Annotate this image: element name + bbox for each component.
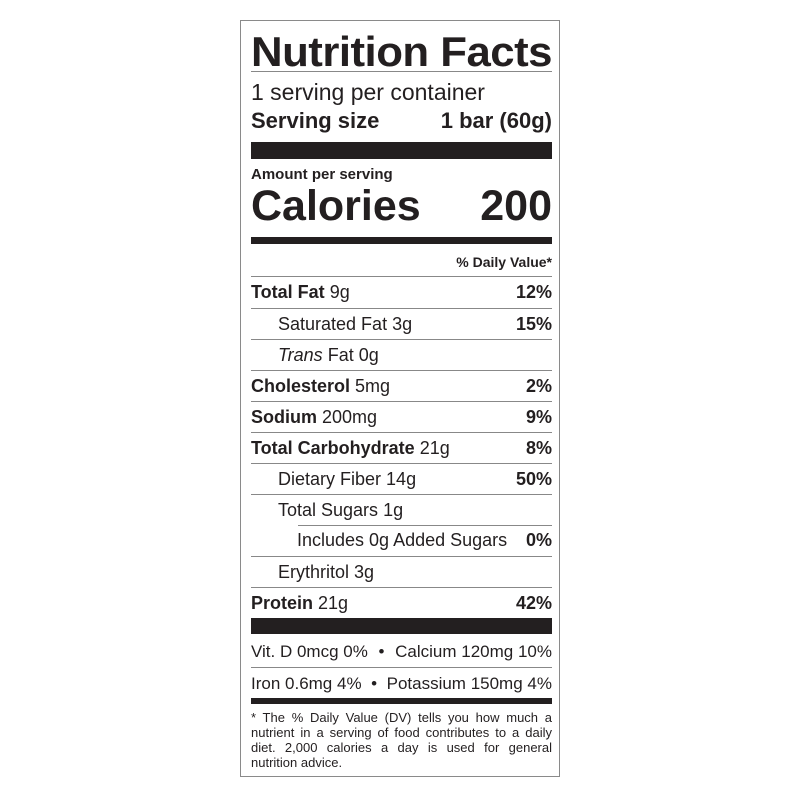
- nutrient-amount: 14g: [386, 468, 417, 489]
- nutrient-name: Total Fat: [251, 282, 325, 302]
- calories-value: 200: [480, 182, 552, 230]
- nutrient-amount: 3g: [354, 561, 375, 582]
- nutrient-row-dietary-fiber: Dietary Fiber 14g 50%: [251, 463, 552, 494]
- nutrient-row-total-carbohydrate: Total Carbohydrate 21g 8%: [251, 432, 552, 463]
- nutrient-amount: 1g: [383, 499, 404, 520]
- nutrient-name: Sodium: [251, 406, 317, 427]
- daily-value-footnote: * The % Daily Value (DV) tells you how m…: [251, 710, 552, 770]
- amount-per-serving: Amount per serving: [251, 166, 393, 183]
- nutrient-dv: 0%: [525, 530, 552, 550]
- nutrition-facts-label: Nutrition Facts 1 serving per container …: [240, 20, 560, 777]
- nutrient-amount: 9g: [329, 282, 350, 302]
- title-text: Nutrition Facts: [251, 28, 553, 75]
- thick-divider: [251, 618, 552, 634]
- bullet-separator: •: [371, 674, 378, 693]
- calories-row: Calories 200: [251, 183, 552, 229]
- nutrient-name: Protein: [251, 592, 314, 613]
- medium-divider: [251, 698, 552, 704]
- nutrient-name: Includes 0g Added Sugars: [297, 530, 508, 550]
- nutrient-dv: 42%: [515, 592, 552, 613]
- nutrient-row-total-sugars: Total Sugars 1g: [251, 494, 552, 525]
- nutrient-name: Erythritol: [278, 561, 350, 582]
- nutrient-list: Total Fat 9g 12% Saturated Fat 3g 15% Tran…: [251, 277, 552, 618]
- nutrient-row-protein: Protein 21g 42%: [251, 587, 552, 618]
- nutrient-row-total-fat: Total Fat 9g 12%: [251, 277, 552, 308]
- nutrient-name: Fat: [327, 344, 354, 365]
- bullet-separator: •: [378, 642, 385, 661]
- daily-value-header: % Daily Value*: [456, 254, 552, 270]
- nutrient-name: Total Sugars: [278, 499, 379, 520]
- nutrient-name: Total Carbohydrate: [251, 437, 415, 458]
- nutrient-row-added-sugars: Includes 0g Added Sugars 0%: [251, 525, 552, 556]
- label-title: Nutrition Facts: [251, 28, 553, 75]
- nutrient-name: Dietary Fiber: [278, 468, 382, 489]
- nutrient-row-saturated-fat: Saturated Fat 3g 15%: [251, 308, 552, 339]
- nutrient-dv: 9%: [525, 406, 552, 427]
- nutrient-dv: 2%: [525, 375, 552, 396]
- indented-divider: [298, 525, 552, 526]
- nutrient-amount: 0g: [358, 344, 379, 365]
- potassium: Potassium 150mg 4%: [386, 674, 552, 693]
- vitamin-row: Vit. D 0mcg 0% • Calcium 120mg 10%: [251, 641, 552, 663]
- nutrient-row-erythritol: Erythritol 3g: [251, 556, 552, 587]
- nutrient-name: Cholesterol: [251, 375, 351, 396]
- servings-per-container: 1 serving per container: [251, 79, 485, 105]
- nutrient-row-sodium: Sodium 200mg 9%: [251, 401, 552, 432]
- nutrient-name-italic: Trans: [278, 344, 323, 365]
- nutrient-row-trans-fat: Trans Fat 0g: [251, 339, 552, 370]
- divider: [251, 276, 552, 277]
- vitamin-d: Vit. D 0mcg 0%: [251, 642, 368, 661]
- nutrient-name: Saturated Fat: [278, 313, 388, 334]
- serving-size-label: Serving size: [251, 108, 380, 133]
- medium-divider: [251, 237, 552, 244]
- divider: [251, 667, 552, 668]
- nutrient-dv: 15%: [515, 313, 552, 334]
- thick-divider: [251, 142, 552, 159]
- nutrient-amount: 21g: [419, 437, 450, 458]
- nutrient-amount: 5mg: [355, 375, 391, 396]
- divider: [251, 71, 552, 72]
- calcium: Calcium 120mg 10%: [395, 642, 552, 661]
- serving-size-row: Serving size 1 bar (60g): [251, 108, 552, 134]
- nutrient-amount: 21g: [318, 592, 349, 613]
- nutrient-dv: 50%: [515, 468, 552, 489]
- nutrient-dv: 8%: [525, 437, 552, 458]
- iron: Iron 0.6mg 4%: [251, 674, 362, 693]
- nutrient-row-cholesterol: Cholesterol 5mg 2%: [251, 370, 552, 401]
- calories-label: Calories: [251, 182, 421, 230]
- nutrient-amount: 200mg: [322, 406, 378, 427]
- nutrient-amount: 3g: [392, 313, 413, 334]
- nutrient-dv: 12%: [515, 282, 552, 302]
- serving-size-value: 1 bar (60g): [440, 108, 552, 133]
- vitamin-row: Iron 0.6mg 4% • Potassium 150mg 4%: [251, 673, 552, 695]
